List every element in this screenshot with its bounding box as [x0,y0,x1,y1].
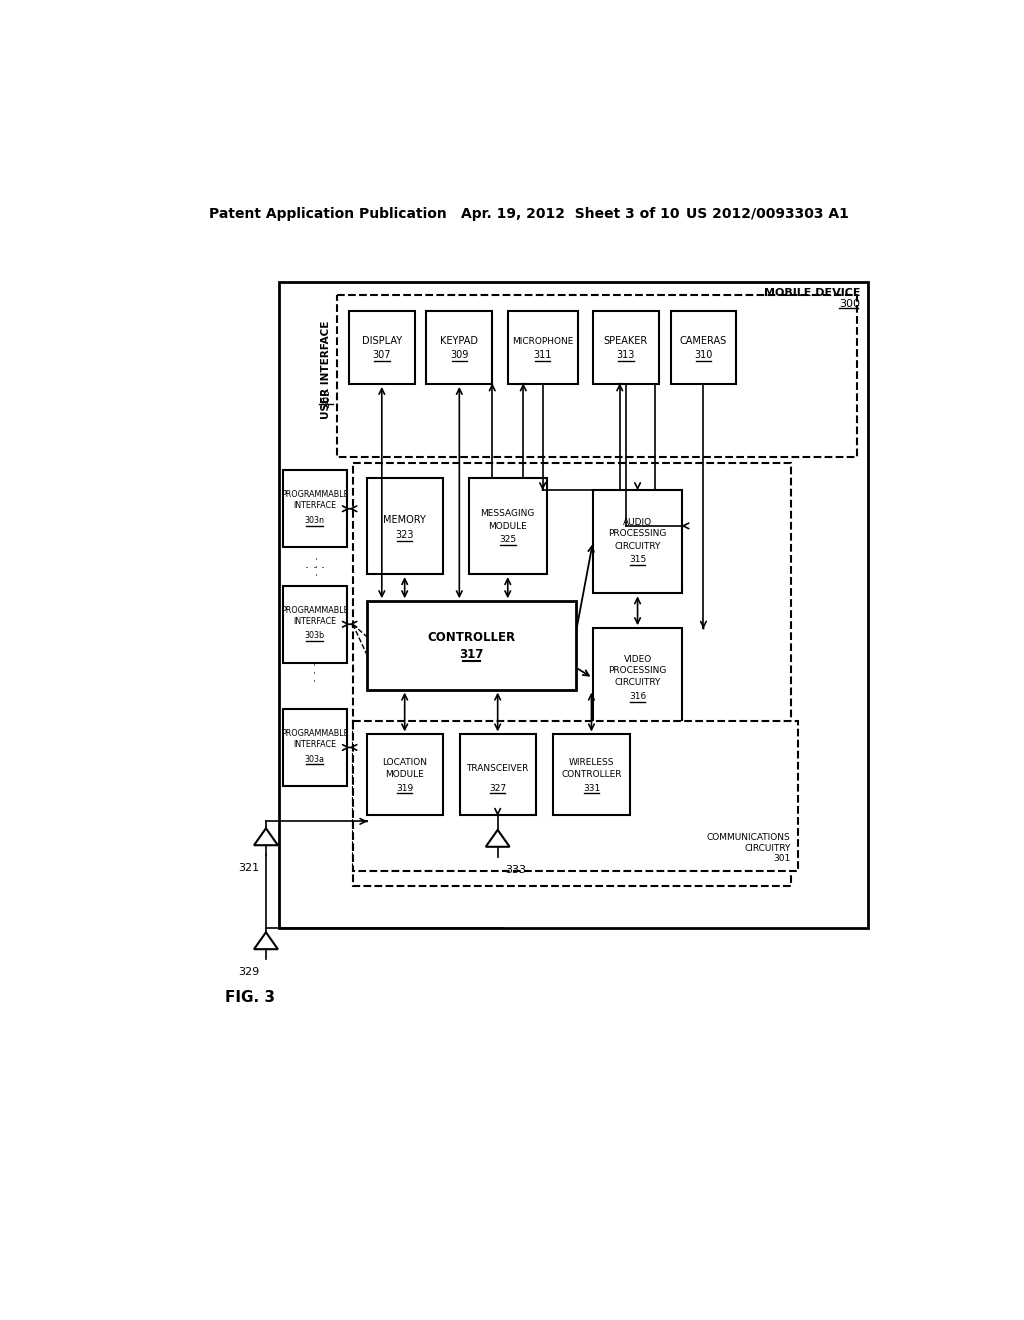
Bar [671,312,736,384]
Text: US 2012/0093303 A1: US 2012/0093303 A1 [686,207,849,220]
Text: MEMORY: MEMORY [383,515,426,525]
Text: 327: 327 [489,784,506,793]
Text: 323: 323 [395,531,414,540]
Bar [553,734,630,816]
Text: FIG. 3: FIG. 3 [225,990,274,1006]
Text: PROCESSING: PROCESSING [608,667,667,675]
Text: PROGRAMMABLE: PROGRAMMABLE [281,729,348,738]
Text: Patent Application Publication: Patent Application Publication [209,207,447,220]
Text: 317: 317 [459,648,483,661]
Text: DISPLAY: DISPLAY [361,337,401,346]
Text: 321: 321 [239,863,260,874]
Text: WIRELESS: WIRELESS [568,758,614,767]
Text: USER INTERFACE: USER INTERFACE [322,321,332,420]
Bar [283,709,346,785]
Text: INTERFACE: INTERFACE [293,741,336,748]
Text: 331: 331 [583,784,600,793]
Bar [367,734,442,816]
Text: VIDEO: VIDEO [624,655,651,664]
Text: MODULE: MODULE [488,521,527,531]
Text: CIRCUITRY: CIRCUITRY [614,541,660,550]
Text: PROCESSING: PROCESSING [608,529,667,539]
Text: MICROPHONE: MICROPHONE [512,337,573,346]
Bar [367,601,575,689]
Bar [283,586,346,663]
Bar [352,462,791,886]
Bar [508,312,578,384]
Text: Apr. 19, 2012  Sheet 3 of 10: Apr. 19, 2012 Sheet 3 of 10 [461,207,680,220]
Bar [280,281,868,928]
Text: 310: 310 [694,350,713,360]
Text: CONTROLLER: CONTROLLER [561,771,622,779]
Bar [283,470,346,548]
Text: PROGRAMMABLE: PROGRAMMABLE [281,606,348,615]
Text: COMMUNICATIONS
CIRCUITRY
301: COMMUNICATIONS CIRCUITRY 301 [707,833,791,863]
Text: 325: 325 [499,536,516,544]
Text: SPEAKER: SPEAKER [604,337,648,346]
Text: 305: 305 [322,388,332,408]
Text: 316: 316 [629,692,646,701]
Bar [349,312,415,384]
Text: INTERFACE: INTERFACE [293,616,336,626]
Text: . . .: . . . [305,557,325,570]
Text: MODULE: MODULE [385,771,424,779]
Text: MOBILE DEVICE: MOBILE DEVICE [764,288,860,298]
Text: CONTROLLER: CONTROLLER [427,631,515,644]
Text: CAMERAS: CAMERAS [680,337,727,346]
Text: 303b: 303b [305,631,325,640]
Bar [593,490,682,594]
Text: 313: 313 [616,350,635,360]
Bar [460,734,536,816]
Text: 303n: 303n [305,516,325,525]
Text: 303a: 303a [305,755,325,763]
Text: · · ·: · · · [310,663,323,682]
Bar [593,312,658,384]
Text: 315: 315 [629,556,646,565]
Text: KEYPAD: KEYPAD [440,337,478,346]
Text: 307: 307 [373,350,391,360]
Bar [593,628,682,729]
Bar [426,312,493,384]
Text: PROGRAMMABLE: PROGRAMMABLE [281,491,348,499]
Text: INTERFACE: INTERFACE [293,502,336,510]
Text: 319: 319 [396,784,414,793]
Text: . . .: . . . [308,557,322,577]
Text: 333: 333 [506,865,526,875]
Text: MESSAGING: MESSAGING [480,510,535,519]
Text: 311: 311 [534,350,552,360]
Bar [352,721,799,871]
Text: AUDIO: AUDIO [623,519,652,528]
Bar [469,478,547,574]
Text: TRANSCEIVER: TRANSCEIVER [467,764,528,774]
Text: 309: 309 [451,350,469,360]
Text: LOCATION: LOCATION [382,758,427,767]
Bar [337,296,856,457]
Bar [367,478,442,574]
Text: 329: 329 [239,968,260,977]
Text: CIRCUITRY: CIRCUITRY [614,678,660,688]
Text: 300: 300 [840,298,860,309]
